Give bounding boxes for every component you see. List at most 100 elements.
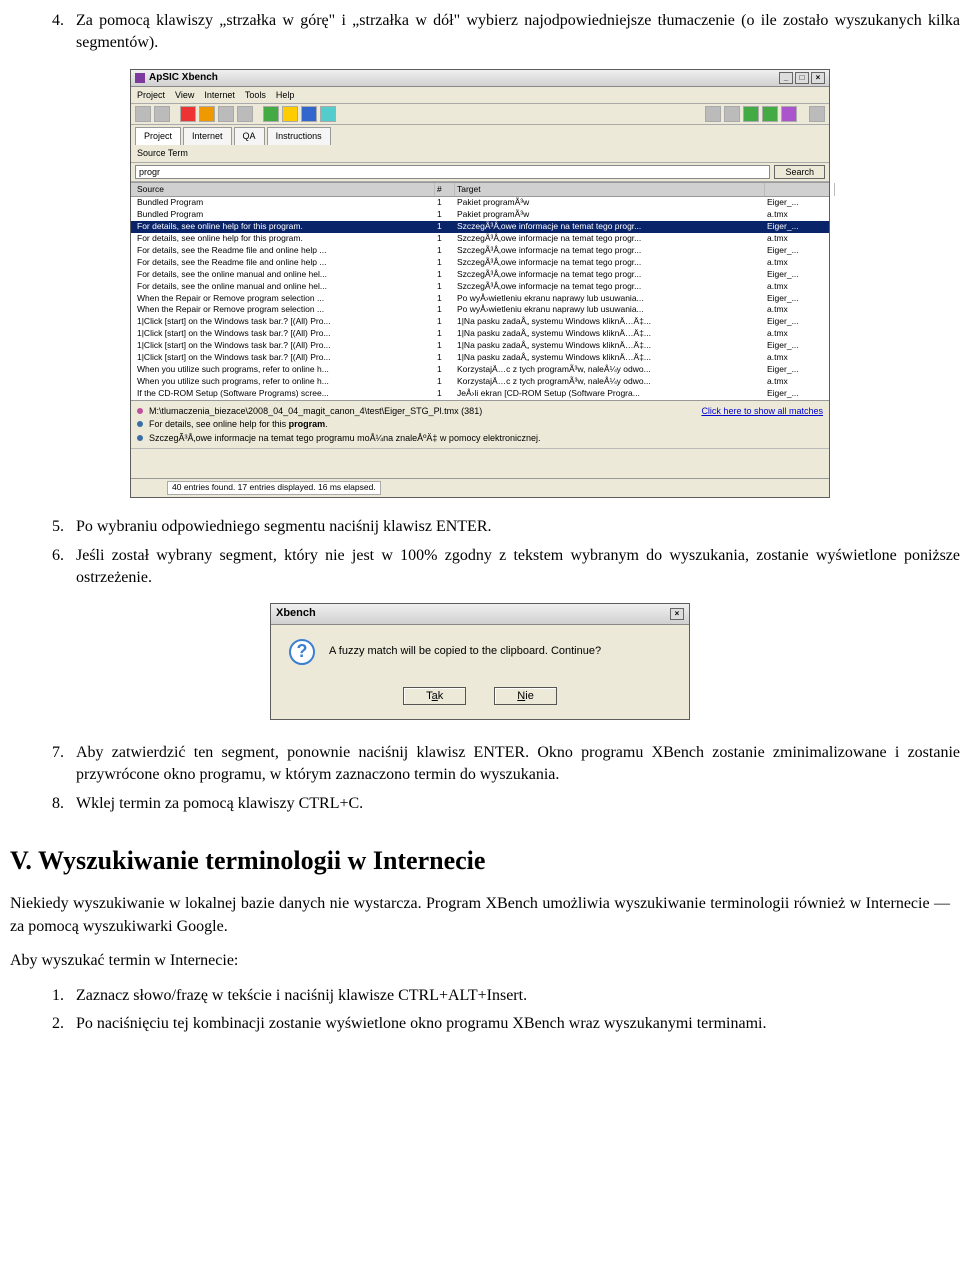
menu-internet[interactable]: Internet	[204, 89, 235, 102]
minimize-button[interactable]: _	[779, 72, 793, 84]
no-button[interactable]: Nie	[494, 687, 557, 705]
cell: 1|Na pasku zadaÅ„ systemu Windows kliknÄ…	[455, 340, 765, 352]
cell: 1|Na pasku zadaÅ„ systemu Windows kliknÄ…	[455, 352, 765, 364]
toolbar-btn[interactable]	[199, 106, 215, 122]
toolbar-btn[interactable]	[135, 106, 151, 122]
toolbar-btn[interactable]	[743, 106, 759, 122]
cell: 1	[435, 269, 455, 281]
toolbar-btn[interactable]	[320, 106, 336, 122]
results-header: Source # Target	[131, 182, 829, 198]
show-all-matches-link[interactable]: Click here to show all matches	[701, 405, 823, 418]
table-row[interactable]: 1|Click [start] on the Windows task bar.…	[131, 316, 829, 328]
cell: Eiger_...	[765, 269, 835, 281]
cell: When the Repair or Remove program select…	[135, 304, 435, 316]
toolbar-btn[interactable]	[301, 106, 317, 122]
cell: For details, see the Readme file and onl…	[135, 245, 435, 257]
table-row[interactable]: For details, see the online manual and o…	[131, 281, 829, 293]
menu-view[interactable]: View	[175, 89, 194, 102]
table-row[interactable]: Bundled Program1Pakiet programÃ³wa.tmx	[131, 209, 829, 221]
cell: KorzystajÄ…c z tych programÃ³w, naleÅ¼y …	[455, 364, 765, 376]
toolbar-btn[interactable]	[282, 106, 298, 122]
window-title: ApSIC Xbench	[149, 71, 218, 85]
cell: 1	[435, 364, 455, 376]
toolbar-btn[interactable]	[218, 106, 234, 122]
close-button[interactable]: ×	[811, 72, 825, 84]
table-row[interactable]: When the Repair or Remove program select…	[131, 304, 829, 316]
table-row[interactable]: For details, see online help for this pr…	[131, 233, 829, 245]
cell: 1	[435, 221, 455, 233]
menubar: Project View Internet Tools Help	[131, 87, 829, 105]
menu-help[interactable]: Help	[276, 89, 295, 102]
toolbar-btn[interactable]	[724, 106, 740, 122]
cell: 1	[435, 340, 455, 352]
cell: 1|Click [start] on the Windows task bar.…	[135, 316, 435, 328]
tab-project[interactable]: Project	[135, 127, 181, 145]
col-num: #	[435, 183, 455, 197]
cell: Eiger_...	[765, 364, 835, 376]
table-row[interactable]: When the Repair or Remove program select…	[131, 293, 829, 305]
cell: Eiger_...	[765, 340, 835, 352]
toolbar-btn[interactable]	[809, 106, 825, 122]
cell: When the Repair or Remove program select…	[135, 293, 435, 305]
detail-panel: M:\tlumaczenia_biezace\2008_04_04_magit_…	[131, 400, 829, 449]
tabs: Project Internet QA Instructions	[131, 125, 829, 145]
table-row[interactable]: 1|Click [start] on the Windows task bar.…	[131, 352, 829, 364]
cell: JeÅ›li ekran [CD-ROM Setup (Software Pro…	[455, 388, 765, 400]
cell: If the CD-ROM Setup (Software Programs) …	[135, 388, 435, 400]
cell: 1	[435, 197, 455, 209]
table-row[interactable]: When you utilize such programs, refer to…	[131, 376, 829, 388]
cell: Eiger_...	[765, 293, 835, 305]
cell: When you utilize such programs, refer to…	[135, 376, 435, 388]
table-row[interactable]: For details, see the Readme file and onl…	[131, 257, 829, 269]
table-row[interactable]: When you utilize such programs, refer to…	[131, 364, 829, 376]
table-row[interactable]: For details, see the Readme file and onl…	[131, 245, 829, 257]
search-button[interactable]: Search	[774, 165, 825, 179]
cell: Eiger_...	[765, 316, 835, 328]
maximize-button[interactable]: □	[795, 72, 809, 84]
cell: Bundled Program	[135, 197, 435, 209]
xbench-window: ApSIC Xbench _ □ × Project View Internet…	[130, 69, 830, 498]
cell: 1	[435, 233, 455, 245]
cell: 1|Click [start] on the Windows task bar.…	[135, 328, 435, 340]
toolbar-btn[interactable]	[263, 106, 279, 122]
menu-tools[interactable]: Tools	[245, 89, 266, 102]
table-row[interactable]: For details, see online help for this pr…	[131, 221, 829, 233]
cell: a.tmx	[765, 233, 835, 245]
toolbar-btn[interactable]	[705, 106, 721, 122]
section-v-intro: Niekiedy wyszukiwanie w lokalnej bazie d…	[10, 893, 950, 938]
table-row[interactable]: If the CD-ROM Setup (Software Programs) …	[131, 388, 829, 400]
table-row[interactable]: Bundled Program1Pakiet programÃ³wEiger_.…	[131, 197, 829, 209]
dialog-close-button[interactable]: ×	[670, 608, 684, 620]
tab-qa[interactable]: QA	[234, 127, 265, 145]
cell: SzczegÃ³Å‚owe informacje na temat tego p…	[455, 281, 765, 293]
toolbar-btn[interactable]	[237, 106, 253, 122]
toolbar	[131, 104, 829, 125]
yes-button[interactable]: Tak	[403, 687, 466, 705]
cell: a.tmx	[765, 209, 835, 221]
cell: SzczegÃ³Å‚owe informacje na temat tego p…	[455, 269, 765, 281]
toolbar-btn[interactable]	[180, 106, 196, 122]
toolbar-btn[interactable]	[154, 106, 170, 122]
toolbar-btn[interactable]	[762, 106, 778, 122]
doc-item-8: Wklej termin za pomocą klawiszy CTRL+C.	[68, 793, 960, 815]
results-body: Bundled Program1Pakiet programÃ³wEiger_.…	[131, 197, 829, 399]
table-row[interactable]: For details, see the online manual and o…	[131, 269, 829, 281]
tab-instructions[interactable]: Instructions	[267, 127, 331, 145]
search-input[interactable]	[135, 165, 770, 179]
cell: For details, see online help for this pr…	[135, 233, 435, 245]
cell: 1|Click [start] on the Windows task bar.…	[135, 352, 435, 364]
cell: For details, see the online manual and o…	[135, 269, 435, 281]
toolbar-btn[interactable]	[781, 106, 797, 122]
cell: 1	[435, 388, 455, 400]
menu-project[interactable]: Project	[137, 89, 165, 102]
table-row[interactable]: 1|Click [start] on the Windows task bar.…	[131, 340, 829, 352]
tab-internet[interactable]: Internet	[183, 127, 232, 145]
bullet-icon	[137, 408, 143, 414]
table-row[interactable]: 1|Click [start] on the Windows task bar.…	[131, 328, 829, 340]
cell: Bundled Program	[135, 209, 435, 221]
status-bar: 40 entries found. 17 entries displayed. …	[131, 478, 829, 497]
cell: 1|Na pasku zadaÅ„ systemu Windows kliknÄ…	[455, 328, 765, 340]
cell: For details, see the Readme file and onl…	[135, 257, 435, 269]
cell: Pakiet programÃ³w	[455, 197, 765, 209]
cell: a.tmx	[765, 376, 835, 388]
